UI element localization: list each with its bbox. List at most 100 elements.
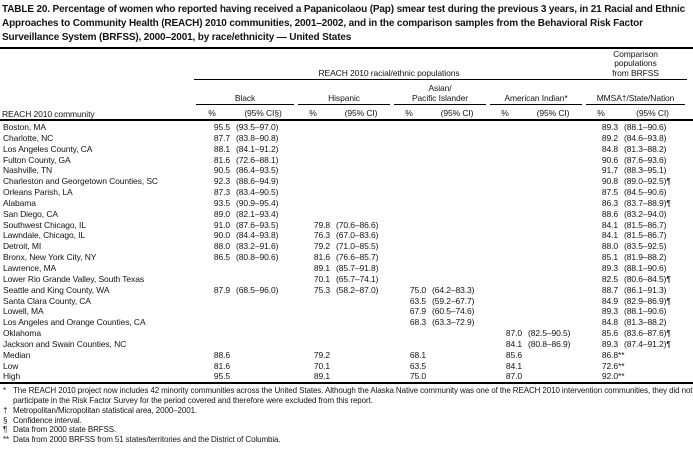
community-cell: Southwest Chicago, IL (3, 219, 86, 230)
b-ci-cell: (84.1–91.2) (236, 143, 279, 154)
column-group-hispanic-label: Hispanic (328, 92, 360, 103)
ai-pct-cell (488, 133, 522, 144)
a-pct-cell: 63.5 (409, 360, 426, 371)
m-pct-cell: 89.3 (601, 306, 618, 317)
ai-pct-cell: 87.0 (505, 371, 522, 382)
ai-ci-cell (522, 306, 584, 317)
a-pct-cell (392, 209, 426, 220)
table-body: Boston, MA 95.5 (93.5–97.0) 89.3 (88.1–90.6)… (0, 121, 693, 382)
a-pct-cell: 68.1 (409, 349, 426, 360)
b-pct-cell: 88.6 (213, 349, 230, 360)
a-pct-cell: 75.0 (409, 284, 426, 295)
community-cell: Median (3, 349, 31, 360)
ai-ci-cell (522, 317, 584, 328)
american-indian-ci-header: (95% CI) (536, 108, 570, 118)
b-ci-cell (230, 350, 296, 361)
mmsa-percent-header: % (597, 108, 605, 118)
footnote-marker: ¶ (3, 425, 8, 435)
b-pct-cell: 88.1 (213, 143, 230, 154)
h-ci-cell (330, 339, 392, 350)
table-row: High 95.5 89.1 75.0 87.0 92.0 ** (0, 371, 693, 382)
ai-ci-cell (522, 176, 584, 187)
b-pct-cell (194, 339, 230, 350)
h-ci-cell (330, 155, 392, 166)
ai-ci-cell (522, 371, 584, 382)
community-cell: Lawndale, Chicago, IL (3, 230, 86, 241)
b-pct-cell: 81.6 (213, 154, 230, 165)
a-ci-cell: (63.3–72.9) (432, 317, 475, 328)
ai-pct-cell (488, 285, 522, 296)
table-row: Los Angeles County, CA 88.1 (84.1–91.2) 84.… (0, 144, 693, 155)
b-ci-cell: (83.4–90.5) (236, 187, 279, 198)
ai-ci-cell: (80.8–86.9) (528, 338, 571, 349)
h-pct-cell (296, 122, 330, 133)
ai-pct-cell (488, 122, 522, 133)
ai-pct-cell (488, 209, 522, 220)
h-pct-cell (296, 165, 330, 176)
ai-ci-cell (522, 220, 584, 231)
m-ci-cell: (81.5–86.7) (624, 230, 667, 241)
community-cell: Low (3, 360, 19, 371)
m-pct-cell: 92.0 ** (601, 371, 625, 382)
a-pct-cell (392, 220, 426, 231)
table-title: TABLE 20. Percentage of women who report… (2, 4, 686, 43)
m-ci-cell: (81.9–88.2) (624, 252, 667, 263)
community-cell: Santa Clara County, CA (3, 295, 91, 306)
a-pct-cell: 67.9 (409, 306, 426, 317)
h-ci-cell: (67.0–83.6) (336, 230, 379, 241)
ai-pct-cell (488, 241, 522, 252)
a-pct-cell (392, 198, 426, 209)
b-pct-cell: 81.6 (213, 360, 230, 371)
m-ci-cell: (86.1–91.3) (624, 284, 667, 295)
b-ci-cell: (84.4–93.8) (236, 230, 279, 241)
h-ci-cell: (76.6–85.7) (336, 252, 379, 263)
b-pct-cell (194, 328, 230, 339)
community-cell: Alabama (3, 197, 36, 208)
ai-ci-cell (522, 144, 584, 155)
a-pct-cell (392, 187, 426, 198)
a-pct-cell: 68.3 (409, 317, 426, 328)
a-pct-cell (392, 176, 426, 187)
reach-populations-span-header: REACH 2010 racial/ethnic populations (194, 49, 584, 80)
table-row: Charlotte, NC 87.7 (83.8–90.8) 89.2 (84.6–93… (0, 133, 693, 144)
column-group-hispanic: Hispanic (298, 80, 390, 105)
h-ci-cell (330, 144, 392, 155)
h-pct-cell: 76.3 (313, 230, 330, 241)
a-pct-cell (392, 165, 426, 176)
m-ci-cell: (87.4–91.2)¶ (624, 338, 671, 349)
a-pct-cell (392, 133, 426, 144)
a-ci-cell (426, 274, 488, 285)
footnote: § Confidence interval. (0, 416, 693, 426)
a-ci-cell (426, 241, 488, 252)
table-row: Lawndale, Chicago, IL 90.0 (84.4–93.8) 76.3… (0, 230, 693, 241)
m-ci-cell: (84.6–93.8) (624, 132, 667, 143)
a-pct-cell (392, 339, 426, 350)
comparison-populations-span-label: Comparison populations from BRFSS (612, 48, 659, 78)
a-ci-cell (426, 220, 488, 231)
h-pct-cell (296, 144, 330, 155)
h-pct-cell: 75.3 (313, 284, 330, 295)
ai-ci-cell (522, 187, 584, 198)
a-ci-cell (426, 252, 488, 263)
h-ci-cell (330, 371, 392, 382)
footnote-text: Data from 2000 state BRFSS. (13, 425, 117, 435)
double-asterisk-marker: ** (618, 360, 625, 371)
a-pct-cell (392, 230, 426, 241)
hispanic-percent-header: % (309, 108, 317, 118)
a-ci-cell (426, 371, 488, 382)
m-ci-cell: (83.7–88.9)¶ (624, 197, 671, 208)
a-pct-cell: 63.5 (409, 295, 426, 306)
b-pct-cell: 95.5 (213, 371, 230, 382)
footnote-marker: † (3, 405, 8, 415)
table-row: Nashville, TN 90.5 (86.4–93.5) 91.7 (88.3–95… (0, 165, 693, 176)
m-ci-cell (618, 371, 687, 382)
ai-ci-cell (522, 274, 584, 285)
b-ci-cell: (72.6–88.1) (236, 154, 279, 165)
community-cell: Nashville, TN (3, 165, 53, 176)
a-pct-cell (392, 274, 426, 285)
ai-ci-cell (522, 285, 584, 296)
m-ci-cell: (88.3–95.1) (624, 165, 667, 176)
ai-pct-cell (488, 155, 522, 166)
ai-ci-cell: (82.5–90.5) (528, 328, 571, 339)
b-ci-cell: (68.5–96.0) (236, 284, 279, 295)
